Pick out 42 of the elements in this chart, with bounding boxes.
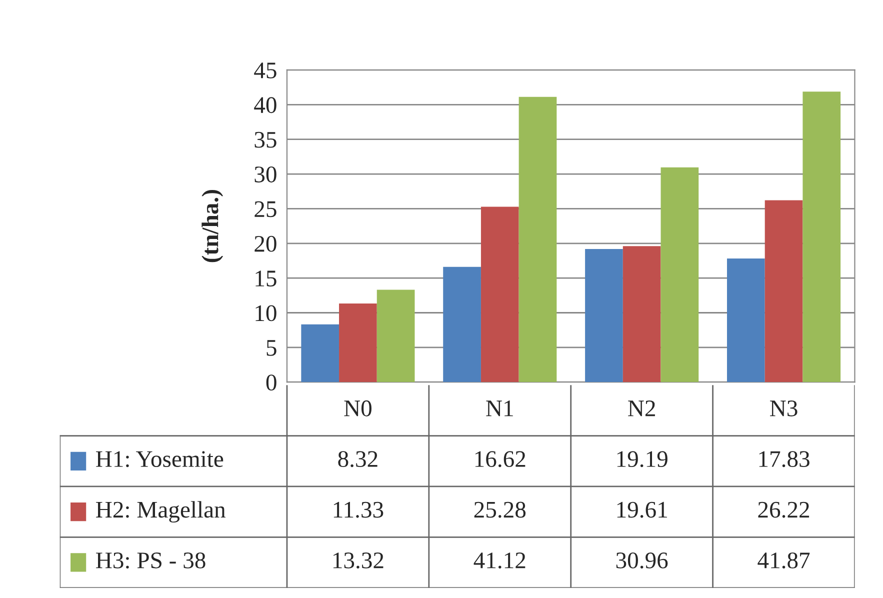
x-tick-label: N3: [770, 400, 798, 416]
y-tick-label: 25: [254, 201, 276, 218]
data-label: 16.62: [475, 451, 526, 468]
y-tick-label: 40: [254, 97, 276, 114]
y-tick-label: 45: [254, 62, 276, 78]
data-label: 41.12: [474, 552, 526, 569]
bar: [339, 304, 377, 382]
bar: [660, 167, 699, 382]
data-label: 30.96: [616, 552, 668, 569]
legend-label: H1: Yosemite: [96, 451, 224, 468]
data-label: 8.32: [338, 451, 378, 468]
bar: [585, 249, 623, 382]
y-tick-label: 15: [256, 270, 276, 286]
y-tick-label: 0: [266, 374, 276, 391]
bar: [301, 324, 340, 382]
data-label: 17.83: [759, 451, 810, 468]
bar: [622, 246, 661, 382]
y-tick-label: 20: [254, 236, 276, 252]
bar: [802, 92, 841, 382]
data-label: 41.87: [758, 552, 810, 569]
x-tick-label: N0: [344, 400, 372, 416]
y-tick-label: 10: [256, 305, 276, 322]
y-tick-label: 35: [254, 132, 276, 148]
bar: [518, 96, 557, 382]
y-tick-label: 5: [266, 340, 276, 356]
data-label: 11.33: [334, 502, 384, 518]
x-tick-label: N2: [628, 400, 655, 416]
data-label: 19.61: [617, 502, 667, 518]
bar: [764, 200, 803, 382]
data-label: 19.19: [617, 451, 668, 468]
data-label: 13.32: [333, 552, 384, 569]
bar: [443, 266, 481, 382]
bar: [726, 258, 765, 382]
legend-label: H2: Magellan: [96, 501, 226, 523]
bar: [376, 290, 415, 382]
data-label: 25.28: [474, 502, 526, 518]
x-tick-label: N1: [486, 400, 513, 416]
y-tick-label: 30: [254, 166, 276, 182]
bar: [480, 206, 519, 382]
y-axis-title: (tn/ha.): [202, 190, 224, 262]
legend-label: H3: PS - 38: [96, 552, 206, 569]
data-label: 26.22: [758, 502, 810, 518]
